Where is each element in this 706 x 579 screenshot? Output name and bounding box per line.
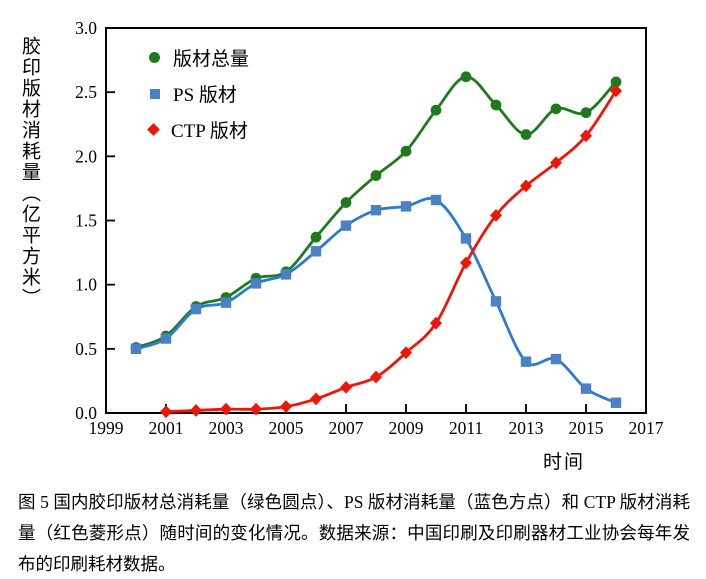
data-point-ctp <box>280 400 292 413</box>
data-point-ctp <box>400 346 412 360</box>
y-axis-title: 胶印版材消耗量（亿平方米） <box>19 36 40 309</box>
legend-label-ctp: CTP 版材 <box>171 121 248 142</box>
data-point-total <box>430 104 442 116</box>
data-point-ctp <box>550 156 562 170</box>
x-tick-label: 2001 <box>149 418 184 438</box>
data-point-total <box>340 197 352 208</box>
data-point-ps <box>430 194 442 206</box>
legend-item-total: 版材总量 <box>149 45 249 70</box>
data-point-ctp <box>580 129 592 143</box>
x-tick-label: 2003 <box>209 418 244 438</box>
data-point-ps <box>160 333 172 344</box>
data-point-total <box>400 145 412 157</box>
x-tick-label: 1999 <box>89 418 124 438</box>
data-point-ctp <box>220 402 232 416</box>
legend-item-ctp: CTP 版材 <box>147 117 249 142</box>
data-point-ps <box>550 353 562 365</box>
chart-legend: 版材总量 PS 版材 CTP 版材 <box>147 45 249 153</box>
chart-canvas: 1999 2001 2003 2005 2007 2009 2011 2013 2015 2017… <box>75 18 664 438</box>
data-point-ctp <box>160 405 172 419</box>
x-tick-label: 2005 <box>269 418 304 438</box>
red-diamond-icon <box>147 123 160 136</box>
x-tick-label: 2017 <box>629 418 664 438</box>
data-point-ps <box>580 383 592 394</box>
data-point-ctp <box>310 392 322 406</box>
data-point-ps <box>400 201 412 212</box>
figure-5-chart: 1999 2001 2003 2005 2007 2009 2011 2013 2015 2017… <box>19 18 664 473</box>
data-point-total <box>370 170 382 181</box>
y-tick-label: 0.5 <box>75 339 97 359</box>
y-tick-label: 0.0 <box>75 403 97 423</box>
data-point-ps <box>250 278 262 289</box>
data-point-ctp <box>430 316 442 330</box>
y-tick-label: 1.5 <box>75 211 97 231</box>
green-circle-icon <box>149 52 160 63</box>
y-tick-label: 3.0 <box>75 18 97 38</box>
data-point-ctp <box>520 179 532 193</box>
legend-label-total: 版材总量 <box>173 49 250 70</box>
x-tick-label: 2013 <box>509 418 544 438</box>
y-tick-label: 2.0 <box>75 146 97 166</box>
data-point-ps <box>130 343 142 355</box>
series-line-ctp <box>164 89 618 414</box>
data-point-ps <box>340 220 352 231</box>
data-point-ctp <box>340 380 352 394</box>
plot-frame <box>105 27 647 414</box>
data-point-total <box>550 103 562 115</box>
data-point-ctp <box>460 256 472 270</box>
data-point-ctp <box>250 402 262 416</box>
data-point-ps <box>490 296 502 307</box>
legend-item-ps: PS 版材 <box>149 81 249 106</box>
data-point-ps <box>370 205 382 216</box>
data-point-ctp <box>370 370 382 384</box>
data-point-ps <box>190 303 202 315</box>
blue-square-icon <box>150 88 160 99</box>
data-point-ps <box>460 233 472 244</box>
data-point-ctp <box>490 208 502 222</box>
data-point-ps <box>520 356 532 367</box>
data-point-ctp <box>190 404 202 417</box>
x-axis-title: 时间 <box>543 452 586 473</box>
data-point-ps <box>280 269 292 280</box>
figure-caption: 图 5 国内胶印版材总消耗量（绿色圆点）、PS 版材消耗量（蓝色方点）和 CTP… <box>18 492 690 574</box>
data-point-total <box>460 71 472 83</box>
data-point-total <box>520 129 532 140</box>
x-tick-label: 2007 <box>329 418 364 438</box>
data-point-total <box>580 107 592 119</box>
x-tick-label: 2015 <box>569 418 604 438</box>
legend-label-ps: PS 版材 <box>173 85 237 106</box>
x-tick-label: 2009 <box>389 418 424 438</box>
x-tick-label: 2011 <box>449 418 483 438</box>
data-point-ps <box>610 397 622 408</box>
data-point-total <box>610 76 622 88</box>
data-point-ps <box>220 297 232 308</box>
data-point-ps <box>310 246 322 257</box>
data-point-total <box>490 99 502 111</box>
y-tick-label: 2.5 <box>75 82 97 102</box>
y-tick-label: 1.0 <box>75 275 97 295</box>
data-point-total <box>310 231 322 243</box>
data-point-ctp <box>610 84 622 98</box>
